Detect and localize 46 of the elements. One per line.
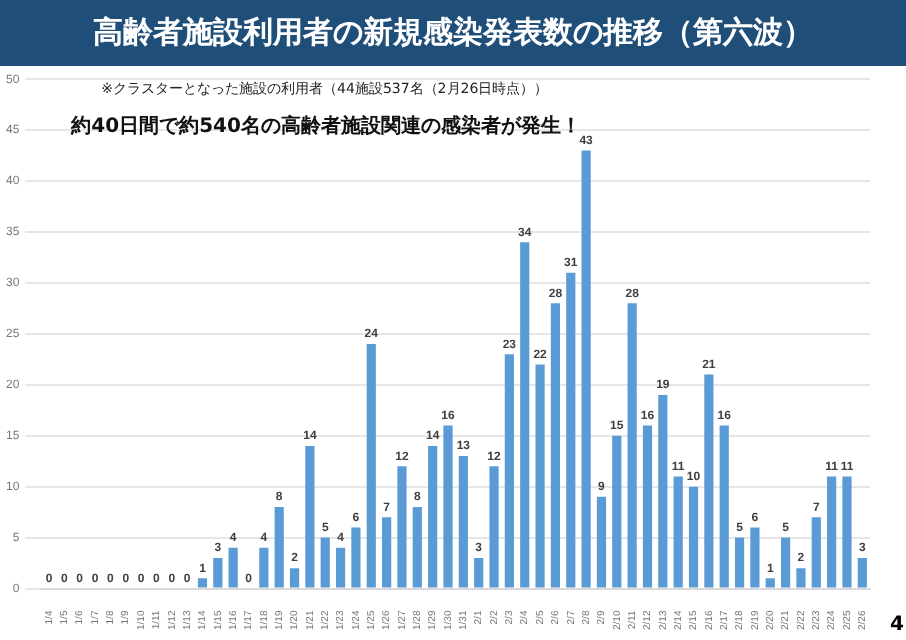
bar xyxy=(827,476,837,588)
chart-title: 高齢者施設利用者の新規感染発表数の推移（第六波） xyxy=(0,0,906,66)
bar xyxy=(259,547,269,588)
bar xyxy=(504,354,514,588)
bar xyxy=(627,303,637,588)
bar xyxy=(382,517,392,588)
bar xyxy=(197,578,208,588)
bar xyxy=(228,547,238,588)
bar xyxy=(796,568,806,588)
bar xyxy=(458,456,468,588)
bar xyxy=(719,425,729,588)
bar xyxy=(734,537,745,588)
bar xyxy=(612,435,622,588)
bar xyxy=(658,394,668,588)
bar xyxy=(765,578,775,588)
bar xyxy=(397,466,407,588)
bar xyxy=(842,476,852,588)
bar xyxy=(535,364,545,588)
bar xyxy=(550,303,561,588)
bar xyxy=(520,242,530,588)
bar xyxy=(811,517,821,588)
bar xyxy=(566,272,576,588)
bar xyxy=(428,445,438,588)
bar xyxy=(305,445,315,588)
annotation: 約40日間で約540名の高齢者施設関連の感染者が発生！ xyxy=(69,114,581,139)
bar xyxy=(704,374,714,588)
bar xyxy=(581,150,591,588)
bar xyxy=(474,557,484,588)
text: 4 xyxy=(890,614,904,636)
bar xyxy=(688,486,699,588)
bar xyxy=(489,466,499,588)
bar xyxy=(750,527,760,588)
bar xyxy=(443,425,453,588)
bar xyxy=(642,425,653,588)
bar xyxy=(289,568,300,588)
bar xyxy=(673,476,683,588)
bar xyxy=(857,557,867,588)
bar xyxy=(351,527,361,588)
bar xyxy=(320,537,330,588)
bar xyxy=(213,557,223,588)
bar xyxy=(366,344,376,588)
bar xyxy=(596,496,607,588)
bar xyxy=(781,537,791,588)
bar xyxy=(412,507,422,588)
bar xyxy=(274,507,284,588)
bar xyxy=(335,547,346,588)
